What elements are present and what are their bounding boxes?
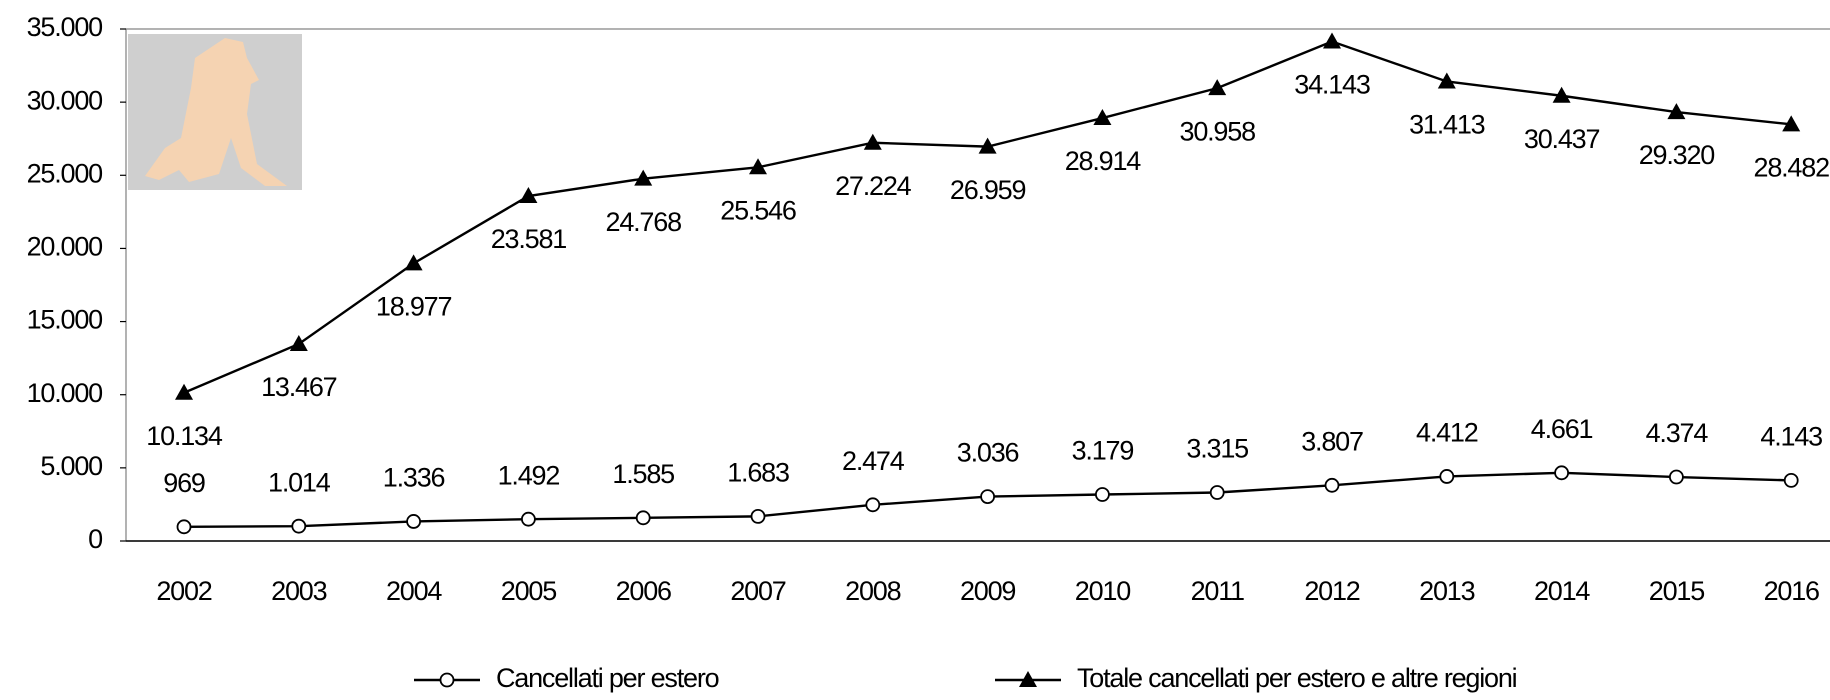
- data-point: [1095, 487, 1110, 502]
- x-tick-label: 2010: [1075, 576, 1130, 606]
- data-point: [1669, 469, 1684, 485]
- data-label: 1.683: [727, 458, 789, 488]
- y-tick-label: 10.000: [27, 378, 103, 408]
- data-label: 1.492: [498, 460, 560, 490]
- data-label: 4.661: [1531, 414, 1593, 444]
- x-tick-label: 2013: [1419, 576, 1474, 606]
- legend-marker: [439, 672, 455, 688]
- data-point: [634, 169, 653, 186]
- x-tick-label: 2006: [616, 576, 671, 606]
- legend-label: Cancellati per estero: [496, 663, 719, 693]
- data-label: 4.412: [1416, 418, 1478, 448]
- series-line: [183, 40, 1792, 394]
- data-label: 27.224: [835, 171, 912, 201]
- data-point: [863, 133, 882, 150]
- data-point: [978, 137, 997, 154]
- data-point: [1209, 485, 1225, 500]
- data-label: 3.807: [1301, 426, 1363, 456]
- data-label: 34.143: [1294, 70, 1370, 100]
- data-label: 2.474: [842, 446, 905, 476]
- y-tick-label: 15.000: [27, 305, 103, 335]
- data-label: 1.336: [383, 463, 445, 493]
- data-point: [865, 497, 881, 513]
- legend-label: Totale cancellati per estero e altre reg…: [1077, 663, 1517, 693]
- data-point: [521, 511, 536, 527]
- x-tick-label: 2002: [156, 576, 211, 606]
- y-tick-label: 0: [88, 524, 102, 554]
- data-point: [1323, 32, 1341, 49]
- x-tick-label: 2011: [1191, 576, 1244, 606]
- data-label: 1.014: [268, 467, 331, 497]
- x-tick-label: 2004: [386, 576, 442, 606]
- data-point: [1554, 465, 1569, 481]
- data-label: 18.977: [376, 292, 452, 322]
- picture: [128, 34, 302, 190]
- data-label: 4.143: [1760, 422, 1822, 452]
- x-tick-label: 2003: [271, 576, 326, 606]
- y-tick-label: 25.000: [27, 158, 103, 188]
- data-point: [635, 510, 651, 526]
- data-point: [175, 383, 193, 400]
- data-point: [176, 519, 192, 535]
- data-point: [1667, 103, 1686, 120]
- data-label: 28.914: [1065, 146, 1142, 176]
- data-label: 3.315: [1186, 434, 1248, 464]
- data-label: 30.958: [1180, 116, 1256, 146]
- x-tick-label: 2005: [501, 576, 556, 606]
- data-point: [404, 254, 423, 271]
- x-tick-label: 2015: [1649, 576, 1704, 606]
- data-point: [980, 489, 995, 504]
- data-label: 29.320: [1639, 140, 1715, 170]
- data-label: 3.036: [957, 438, 1019, 468]
- data-label: 28.482: [1754, 152, 1830, 182]
- data-point: [1324, 477, 1340, 493]
- data-point: [1208, 79, 1227, 96]
- data-point: [289, 334, 308, 351]
- data-point: [1093, 109, 1112, 126]
- data-label: 3.179: [1072, 436, 1134, 466]
- data-point: [749, 158, 767, 175]
- data-label: 4.374: [1646, 418, 1709, 448]
- data-label: 30.437: [1524, 124, 1600, 154]
- legend-marker: [1019, 671, 1037, 687]
- data-label: 10.134: [146, 421, 223, 451]
- y-tick-label: 30.000: [27, 85, 103, 115]
- data-label: 23.581: [491, 224, 567, 254]
- data-point: [1437, 72, 1456, 89]
- data-point: [291, 518, 307, 534]
- data-point: [1552, 86, 1571, 103]
- y-tick-label: 35.000: [27, 12, 103, 42]
- data-label: 969: [163, 468, 205, 498]
- x-tick-label: 2009: [960, 576, 1015, 606]
- x-tick-label: 2007: [730, 576, 785, 606]
- x-tick-label: 2014: [1534, 576, 1590, 606]
- data-label: 24.768: [606, 207, 682, 237]
- y-tick-label: 20.000: [27, 232, 103, 262]
- data-point: [1782, 115, 1801, 132]
- x-tick-label: 2016: [1764, 576, 1819, 606]
- data-point: [750, 508, 766, 524]
- data-label: 26.959: [950, 175, 1026, 205]
- data-point: [406, 514, 422, 529]
- x-tick-label: 2012: [1304, 576, 1359, 606]
- y-tick-label: 5.000: [40, 451, 102, 481]
- data-label: 13.467: [261, 372, 337, 402]
- x-tick-label: 2008: [845, 576, 900, 606]
- data-label: 1.585: [612, 459, 674, 489]
- data-point: [519, 187, 538, 204]
- data-point: [1783, 472, 1799, 488]
- data-point: [1439, 469, 1455, 484]
- data-label: 31.413: [1409, 110, 1485, 140]
- data-label: 25.546: [720, 195, 796, 225]
